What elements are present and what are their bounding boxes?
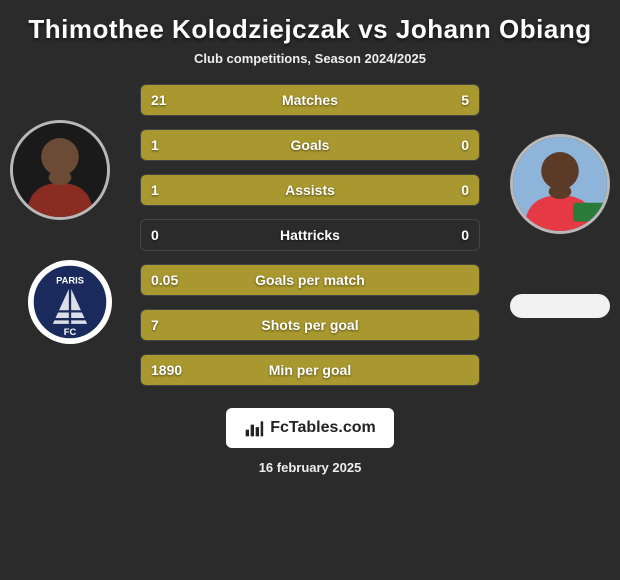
paris-fc-logo-icon: PARIS FC (31, 263, 109, 341)
stat-value-right: 5 (419, 92, 479, 108)
svg-text:FC: FC (64, 327, 77, 337)
subtitle: Club competitions, Season 2024/2025 (0, 51, 620, 66)
stats-list: 21Matches51Goals01Assists00Hattricks00.0… (140, 84, 480, 386)
brand-link[interactable]: FcTables.com (226, 408, 394, 448)
date-label: 16 february 2025 (0, 460, 620, 475)
player-right-photo (510, 134, 610, 234)
stat-label: Shots per goal (201, 317, 419, 333)
team-right-logo (510, 294, 610, 318)
stat-label: Assists (201, 182, 419, 198)
avatar-right-icon (513, 137, 607, 231)
bars-chart-icon (244, 418, 264, 438)
stat-label: Goals per match (201, 272, 419, 288)
stat-row: 21Matches5 (140, 84, 480, 116)
stat-value-left: 1890 (141, 362, 201, 378)
stat-row: 1Assists0 (140, 174, 480, 206)
stat-value-left: 0 (141, 227, 201, 243)
stat-label: Hattricks (201, 227, 419, 243)
stat-value-right: 0 (419, 182, 479, 198)
stat-value-right: 0 (419, 137, 479, 153)
stat-row: 0.05Goals per match (140, 264, 480, 296)
stat-value-left: 0.05 (141, 272, 201, 288)
stat-row: 1Goals0 (140, 129, 480, 161)
page-title: Thimothee Kolodziejczak vs Johann Obiang (0, 0, 620, 51)
svg-text:PARIS: PARIS (56, 275, 84, 285)
stat-value-left: 1 (141, 137, 201, 153)
stat-value-left: 1 (141, 182, 201, 198)
avatar-left-icon (13, 123, 107, 217)
stat-row: 1890Min per goal (140, 354, 480, 386)
footer: FcTables.com 16 february 2025 (0, 408, 620, 475)
stat-value-left: 7 (141, 317, 201, 333)
stat-label: Matches (201, 92, 419, 108)
stat-row: 0Hattricks0 (140, 219, 480, 251)
player-left-photo (10, 120, 110, 220)
stat-label: Min per goal (201, 362, 419, 378)
team-left-logo: PARIS FC (20, 260, 120, 344)
stat-row: 7Shots per goal (140, 309, 480, 341)
stat-value-right: 0 (419, 227, 479, 243)
stat-label: Goals (201, 137, 419, 153)
brand-label: FcTables.com (270, 419, 376, 437)
comparison-panel: PARIS FC 21Matches51Goals01Assists00Hatt… (0, 84, 620, 386)
stat-value-left: 21 (141, 92, 201, 108)
